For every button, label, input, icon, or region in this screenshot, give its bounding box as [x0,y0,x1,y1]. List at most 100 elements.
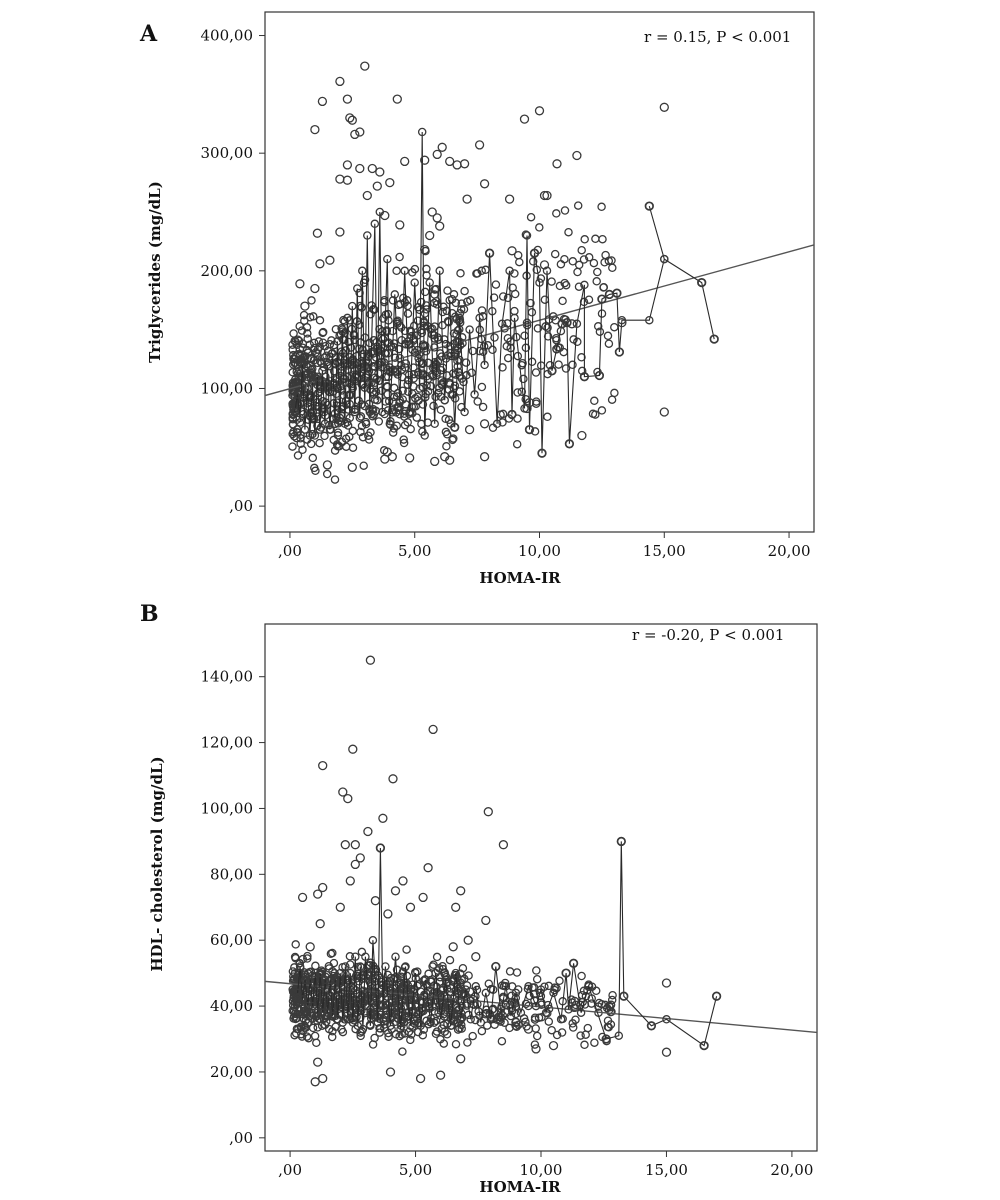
outlier-point [601,1034,611,1044]
trace-line [294,131,715,454]
data-point [311,466,320,476]
trace-point [365,407,375,417]
data-point [374,417,384,426]
data-point [358,432,368,442]
data-point [513,388,522,397]
outlier-point [567,319,577,329]
trace-point [305,975,315,984]
outlier-point [372,181,382,191]
data-point [391,1030,401,1039]
data-point [498,292,508,301]
outlier-point [522,403,532,414]
data-point [430,1007,439,1016]
data-point [431,1029,441,1039]
outlier-point [552,159,562,169]
outlier-point [322,460,333,470]
outlier-point [342,175,353,185]
data-point [467,368,476,377]
outlier-point [539,260,550,270]
outlier-point [445,156,455,167]
data-point [392,266,401,276]
outlier-point [300,301,310,311]
data-point [521,999,531,1009]
data-point [439,302,448,312]
data-point [429,1018,439,1027]
outlier-point [661,1047,672,1057]
outlier-point [537,448,547,458]
data-point [406,424,415,434]
data-point [577,353,586,362]
trace-point [396,1024,405,1034]
outlier-point [362,190,372,201]
data-point [402,945,411,954]
data-point [492,1015,501,1024]
data-point [453,326,463,335]
outlier-point [392,94,402,104]
outlier-point [464,424,475,435]
outlier-point [355,163,365,174]
data-point [327,1032,337,1042]
data-point [594,998,604,1008]
trace-point [378,1001,388,1011]
outlier-point [428,724,438,735]
data-point [498,981,507,990]
data-point [289,380,299,390]
data-point [484,979,494,988]
outlier-point [345,113,355,123]
data-point [556,259,566,269]
data-point [456,305,466,314]
trace-point [531,1001,541,1011]
data-point [552,345,561,354]
data-point [420,287,430,297]
outlier-point [378,813,388,823]
x-tick-label: 15,00 [643,542,686,560]
trace-point [350,407,360,417]
trace-point [460,407,469,417]
data-point [399,438,409,448]
trace-point [431,968,440,978]
data-point [453,1025,463,1034]
x-tick-label: 5,00 [399,1161,432,1179]
outlier-point [363,826,373,837]
data-point [303,329,312,338]
data-point [395,252,404,262]
data-point [303,1019,312,1028]
outlier-point [597,294,607,304]
x-tick-label: 10,00 [520,1161,563,1179]
outlier-point [367,163,377,174]
data-point [441,970,450,980]
outlier-point [375,843,386,853]
data-point [315,316,325,325]
trace-point [308,1001,317,1011]
data-point [576,1031,585,1040]
outlier-point [315,919,325,929]
x-tick-label: 5,00 [398,542,431,560]
data-point [568,360,577,370]
outlier-point [405,453,415,463]
data-point [569,335,578,344]
outlier-point [479,179,490,189]
data-point [375,973,385,983]
data-point [591,410,600,419]
data-point [366,428,375,437]
trace-point [310,431,320,440]
outlier-point [579,372,590,382]
data-point [473,397,482,406]
data-point [406,327,416,337]
data-point [399,435,408,444]
data-point [290,1030,299,1040]
data-point [345,960,355,969]
outlier-point [644,201,654,211]
data-point [329,435,338,445]
panel-a-x-ticks: ,00 5,00 10,00 15,00 20,00 [278,532,811,560]
trace-point [346,968,355,978]
data-point [592,277,601,286]
data-point [543,323,552,332]
outlier-point [317,96,328,107]
data-point [449,290,459,299]
data-point [441,414,450,424]
trace-point [645,315,654,325]
data-point [600,1000,610,1010]
data-point [375,1028,384,1037]
data-point [460,286,469,296]
